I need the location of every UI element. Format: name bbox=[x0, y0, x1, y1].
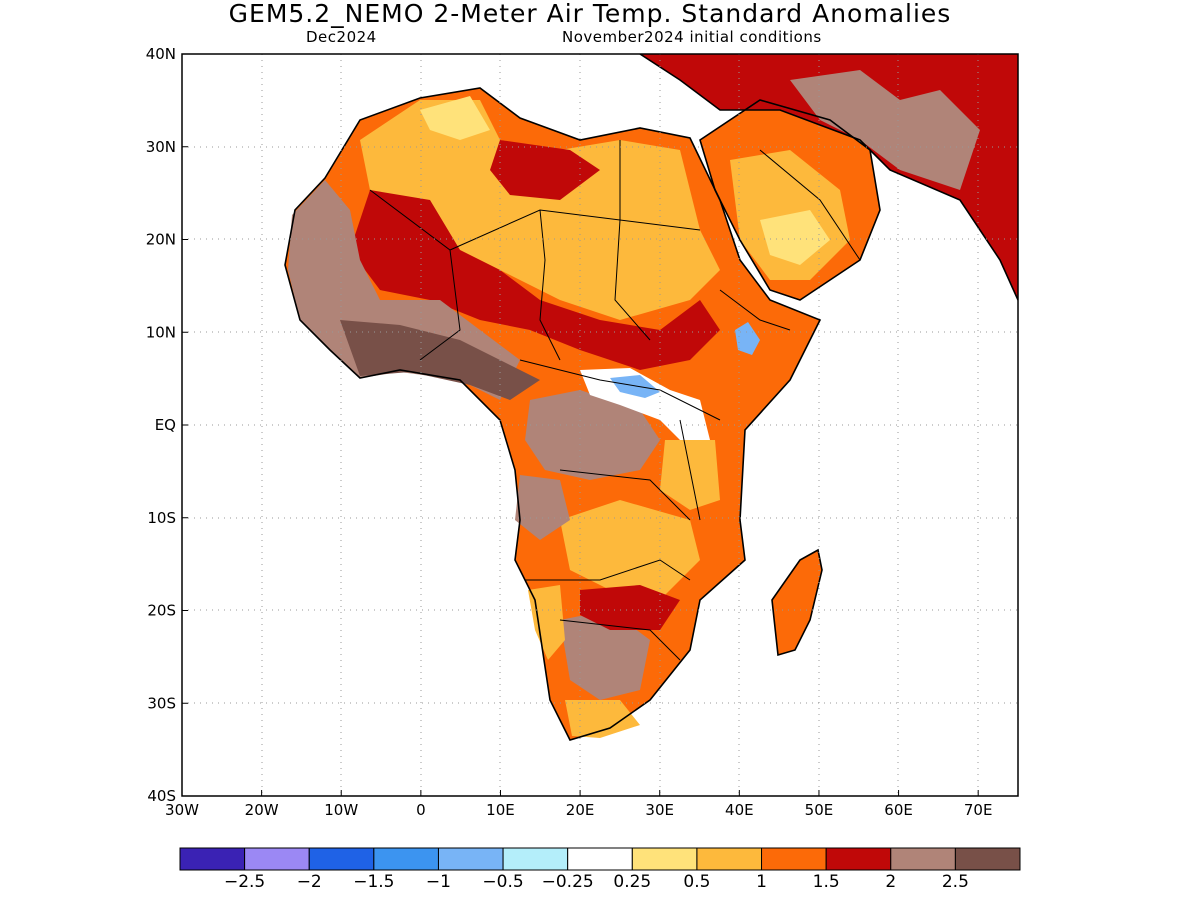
iran-brown-fill bbox=[790, 70, 980, 190]
colorbar-swatch bbox=[954, 847, 1021, 871]
sahara-yellow-patch bbox=[420, 96, 490, 140]
south-africa-brown-patch bbox=[560, 610, 650, 700]
west-sahara-red-patch bbox=[490, 140, 600, 200]
colorbar-swatch bbox=[437, 847, 504, 871]
colorbar-swatch bbox=[373, 847, 439, 871]
colorbar-label: −0.5 bbox=[482, 872, 523, 892]
colorbar-label: 0.25 bbox=[613, 872, 651, 892]
namibia-light-patch bbox=[528, 585, 565, 660]
lon-tick-label: 60E bbox=[884, 801, 913, 819]
lon-tick-label: 0 bbox=[416, 801, 426, 819]
lat-tick-label: 30S bbox=[147, 694, 176, 712]
lon-tick-label: 30E bbox=[645, 801, 674, 819]
colorbar-label: −1.5 bbox=[353, 872, 394, 892]
angola-brown-patch bbox=[515, 475, 570, 540]
east-africa-blue-patch bbox=[610, 375, 660, 398]
colorbar-swatch bbox=[761, 847, 827, 871]
colorbar-label: 0.5 bbox=[683, 872, 710, 892]
lat-tick-label: 20S bbox=[147, 602, 176, 620]
colorbar-label: −2 bbox=[297, 872, 322, 892]
lon-tick-label: 20E bbox=[566, 801, 595, 819]
guinea-coast-dark-patch bbox=[340, 320, 540, 400]
lon-axis: 30W 20W 10W 0 10E 20E 30E 40E 50E 60E 70E bbox=[165, 790, 992, 819]
country-borders bbox=[369, 140, 861, 661]
colorbar-label: −1 bbox=[426, 872, 451, 892]
colorbar-label: 1.5 bbox=[813, 872, 840, 892]
congo-brown-patch bbox=[525, 390, 660, 480]
east-africa-white-patch bbox=[580, 368, 710, 450]
map-title: GEM5.2_NEMO 2-Meter Air Temp. Standard A… bbox=[228, 0, 952, 28]
lon-tick-label: 50E bbox=[805, 801, 834, 819]
tanzania-light-patch bbox=[660, 440, 720, 510]
colorbar-swatch bbox=[631, 847, 698, 871]
arabia-yellow-patch bbox=[760, 210, 830, 265]
lat-tick-label: EQ bbox=[155, 416, 176, 434]
lon-tick-label: 40E bbox=[725, 801, 754, 819]
ethiopia-blue-patch bbox=[735, 322, 760, 355]
kalahari-red-patch bbox=[580, 585, 680, 630]
lon-tick-label: 10W bbox=[324, 801, 358, 819]
lat-tick-label: 20N bbox=[146, 231, 176, 249]
colorbar-swatch bbox=[890, 847, 956, 871]
colorbar-label: −0.25 bbox=[542, 872, 594, 892]
initial-conditions-label: November2024 initial conditions bbox=[562, 28, 822, 46]
colorbar-label: 2 bbox=[885, 872, 896, 892]
colorbar-swatch bbox=[502, 847, 569, 871]
valid-month-label: Dec2024 bbox=[306, 28, 377, 46]
lat-lon-grid bbox=[182, 54, 1018, 796]
colorbar-swatch bbox=[244, 847, 310, 871]
lon-tick-label: 30W bbox=[165, 801, 199, 819]
southern-africa-light-patch bbox=[560, 500, 700, 600]
lat-tick-label: 10S bbox=[147, 509, 176, 527]
lat-tick-label: 30N bbox=[146, 138, 176, 156]
colorbar-label: 1 bbox=[756, 872, 767, 892]
madagascar-land-fill bbox=[772, 550, 822, 655]
colorbar-swatch bbox=[308, 847, 375, 871]
lat-axis: 40N 30N 20N 10N EQ 10S 20S 30S 40S bbox=[146, 45, 188, 805]
lon-tick-label: 10E bbox=[486, 801, 515, 819]
map-panel bbox=[182, 54, 1018, 796]
colorbar-swatch bbox=[567, 847, 633, 871]
lat-tick-label: 10N bbox=[146, 323, 176, 341]
colorbar: −2.5 −2 −1.5 −1 −0.5 −0.25 0.25 0.5 1 1.5 2 2.5 bbox=[179, 847, 1021, 892]
lon-tick-label: 70E bbox=[964, 801, 993, 819]
colorbar-swatch bbox=[696, 847, 763, 871]
colorbar-swatch bbox=[825, 847, 892, 871]
sahel-red-patch bbox=[350, 190, 720, 370]
colorbar-swatch bbox=[179, 847, 246, 871]
cape-light-patch bbox=[565, 700, 640, 738]
lat-tick-label: 40N bbox=[146, 45, 176, 63]
colorbar-label: −2.5 bbox=[224, 872, 265, 892]
lat-tick-label: 40S bbox=[147, 787, 176, 805]
lon-tick-label: 20W bbox=[245, 801, 279, 819]
colorbar-label: 2.5 bbox=[942, 872, 969, 892]
